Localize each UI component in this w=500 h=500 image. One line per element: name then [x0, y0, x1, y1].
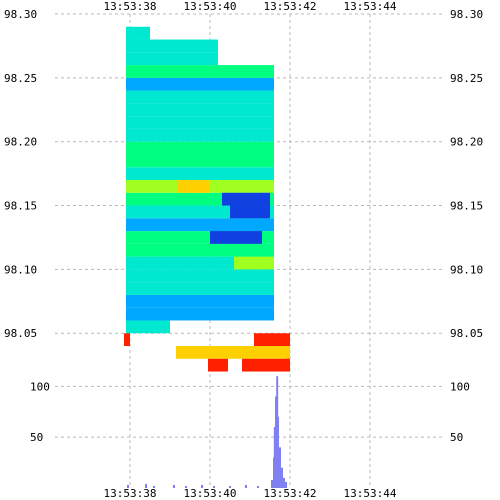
volume-bar	[275, 396, 277, 488]
volume-tick-label-right: 50	[450, 431, 463, 444]
heatmap-band	[126, 39, 218, 53]
volume-bars	[127, 376, 287, 488]
heatmap-band	[126, 218, 274, 232]
heatmap-band	[176, 346, 290, 359]
y-tick-label-left: 98.05	[4, 327, 37, 340]
heatmap-band	[124, 333, 130, 346]
heatmap-bands	[124, 26, 290, 372]
heatmap-band	[222, 192, 270, 206]
heatmap-band	[126, 52, 218, 66]
heatmap-band	[126, 65, 274, 78]
y-tick-label-right: 98.10	[450, 263, 483, 276]
volume-bar	[283, 477, 285, 488]
heatmap-band	[126, 269, 274, 283]
heatmap-band	[178, 180, 210, 193]
volume-bar	[245, 484, 247, 488]
y-tick-label-left: 98.30	[4, 8, 37, 21]
volume-bar	[279, 447, 281, 488]
volume-bar	[153, 485, 155, 488]
heatmap-band	[126, 141, 274, 155]
heatmap-band	[126, 243, 274, 257]
x-tick-label-bottom: 13:53:44	[344, 487, 397, 500]
heatmap-band	[230, 205, 270, 219]
heatmap-band	[234, 256, 274, 270]
heatmap-band	[126, 26, 150, 40]
heatmap-band	[126, 154, 274, 168]
volume-bar	[229, 485, 231, 488]
heatmap-band	[126, 90, 274, 104]
heatmap-band	[210, 231, 262, 244]
volume-bar	[285, 481, 287, 488]
heatmap-band	[126, 294, 274, 308]
y-tick-label-right: 98.05	[450, 327, 483, 340]
volume-bar	[281, 467, 283, 488]
y-tick-label-left: 98.20	[4, 136, 37, 149]
x-tick-label-top: 13:53:40	[184, 0, 237, 13]
volume-bar	[271, 479, 273, 488]
heatmap-band	[126, 320, 170, 334]
x-tick-label-top: 13:53:44	[344, 0, 397, 13]
heatmap-band	[126, 128, 274, 142]
volume-bar	[277, 416, 279, 488]
heatmap-band	[254, 333, 290, 346]
heatmap-band	[126, 116, 274, 129]
x-tick-label-bottom: 13:53:40	[184, 487, 237, 500]
y-tick-label-right: 98.20	[450, 136, 483, 149]
y-tick-label-right: 98.30	[450, 8, 483, 21]
heatmap-band	[242, 358, 290, 372]
heatmap-band	[126, 282, 274, 295]
y-tick-label-right: 98.25	[450, 72, 483, 85]
x-tick-label-bottom: 13:53:42	[264, 487, 317, 500]
volume-bar	[185, 485, 187, 488]
y-tick-label-right: 98.15	[450, 200, 483, 213]
volume-bar	[201, 484, 203, 488]
heatmap-band	[208, 358, 228, 372]
volume-bar	[213, 485, 215, 488]
y-tick-label-left: 98.25	[4, 72, 37, 85]
heatmap-band	[126, 77, 274, 91]
volume-tick-label-left: 100	[30, 380, 50, 393]
x-tick-label-top: 13:53:38	[104, 0, 157, 13]
x-tick-label-bottom: 13:53:38	[104, 487, 157, 500]
volume-bar	[145, 483, 147, 488]
volume-bar	[257, 485, 259, 488]
volume-tick-label-right: 100	[450, 380, 470, 393]
volume-bar	[173, 484, 175, 488]
heatmap-band	[126, 103, 274, 117]
heatmap-band	[126, 167, 274, 180]
volume-bar	[273, 427, 276, 488]
axis-ticks: 13:53:38 13:53:38 13:53:40 13:53:40 13:53:42…	[4, 0, 483, 500]
volume-bar	[127, 484, 129, 488]
x-tick-label-top: 13:53:42	[264, 0, 317, 13]
volume-tick-label-left: 50	[30, 431, 43, 444]
y-tick-label-left: 98.10	[4, 263, 37, 276]
y-tick-label-left: 98.15	[4, 200, 37, 213]
heatmap-band	[126, 307, 274, 321]
